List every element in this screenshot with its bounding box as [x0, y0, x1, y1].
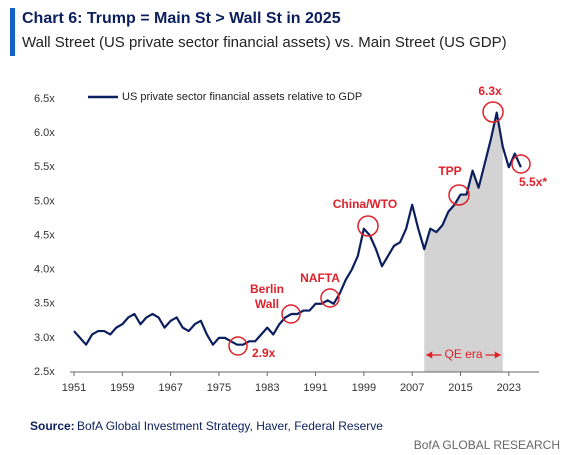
x-tick-label: 2007	[400, 382, 424, 394]
x-tick-label: 1951	[62, 382, 86, 394]
title-bar	[10, 8, 15, 56]
x-tick-label: 1959	[110, 382, 134, 394]
y-tick-label: 4.0x	[34, 264, 55, 276]
source-label: Source:	[30, 419, 75, 433]
legend-label: US private sector financial assets relat…	[122, 91, 362, 103]
y-tick-label: 6.0x	[34, 127, 55, 139]
annotation-circle	[281, 304, 301, 324]
annotation-label: 6.3x	[478, 84, 502, 98]
annotation-label: TPP	[438, 164, 461, 178]
annotation-label: Wall	[255, 297, 279, 311]
x-tick-label: 2015	[448, 382, 472, 394]
series-line	[73, 111, 522, 346]
plot-area: 2.5x 3.0x 3.5x 4.0x 4.5x 5.0x 5.5x 6.0x 6.5x 1951…	[34, 91, 539, 394]
span-arrowhead	[426, 351, 433, 359]
y-tick-label: 5.5x	[34, 161, 55, 173]
x-tick-label: 1999	[352, 382, 376, 394]
annotation-label: 5.5x*	[519, 175, 547, 189]
annotation-circle	[228, 336, 248, 356]
y-tick-label: 4.5x	[34, 229, 55, 241]
annotations: 2.9x Berlin Wall NAFTA China/WTO TPP 6.3…	[228, 84, 547, 360]
annotation-circle	[482, 101, 504, 123]
chart-subtitle: Wall Street (US private sector financial…	[22, 34, 507, 51]
x-tick-label: 1983	[255, 382, 279, 394]
span-label: QE era	[445, 347, 483, 361]
x-tick-label: 1967	[158, 382, 182, 394]
y-tick-label: 5.0x	[34, 195, 55, 207]
span-arrowhead	[494, 351, 501, 359]
shaded-span	[424, 112, 503, 372]
y-tick-label: 2.5x	[34, 366, 55, 378]
span-label-bg	[441, 347, 486, 363]
annotation-circle	[448, 184, 470, 206]
annotation-label: 2.9x	[252, 346, 276, 360]
annotation-label: NAFTA	[300, 271, 340, 285]
source: BofA Global Investment Strategy, Haver, …	[77, 419, 383, 433]
chart-title: Chart 6: Trump = Main St > Wall St in 20…	[22, 10, 341, 27]
x-tick-label: 2023	[497, 382, 521, 394]
annotation-circle	[320, 288, 340, 308]
annotation-circle	[511, 154, 531, 174]
annotation-label: China/WTO	[333, 197, 397, 211]
annotation-label: Berlin	[250, 282, 284, 296]
y-tick-label: 6.5x	[34, 93, 55, 105]
x-tick-label: 1991	[303, 382, 327, 394]
footer: BofA GLOBAL RESEARCH	[414, 438, 560, 452]
x-tick-label: 1975	[207, 382, 231, 394]
annotation-circle	[357, 215, 379, 237]
y-tick-label: 3.0x	[34, 332, 55, 344]
y-tick-label: 3.5x	[34, 298, 55, 310]
